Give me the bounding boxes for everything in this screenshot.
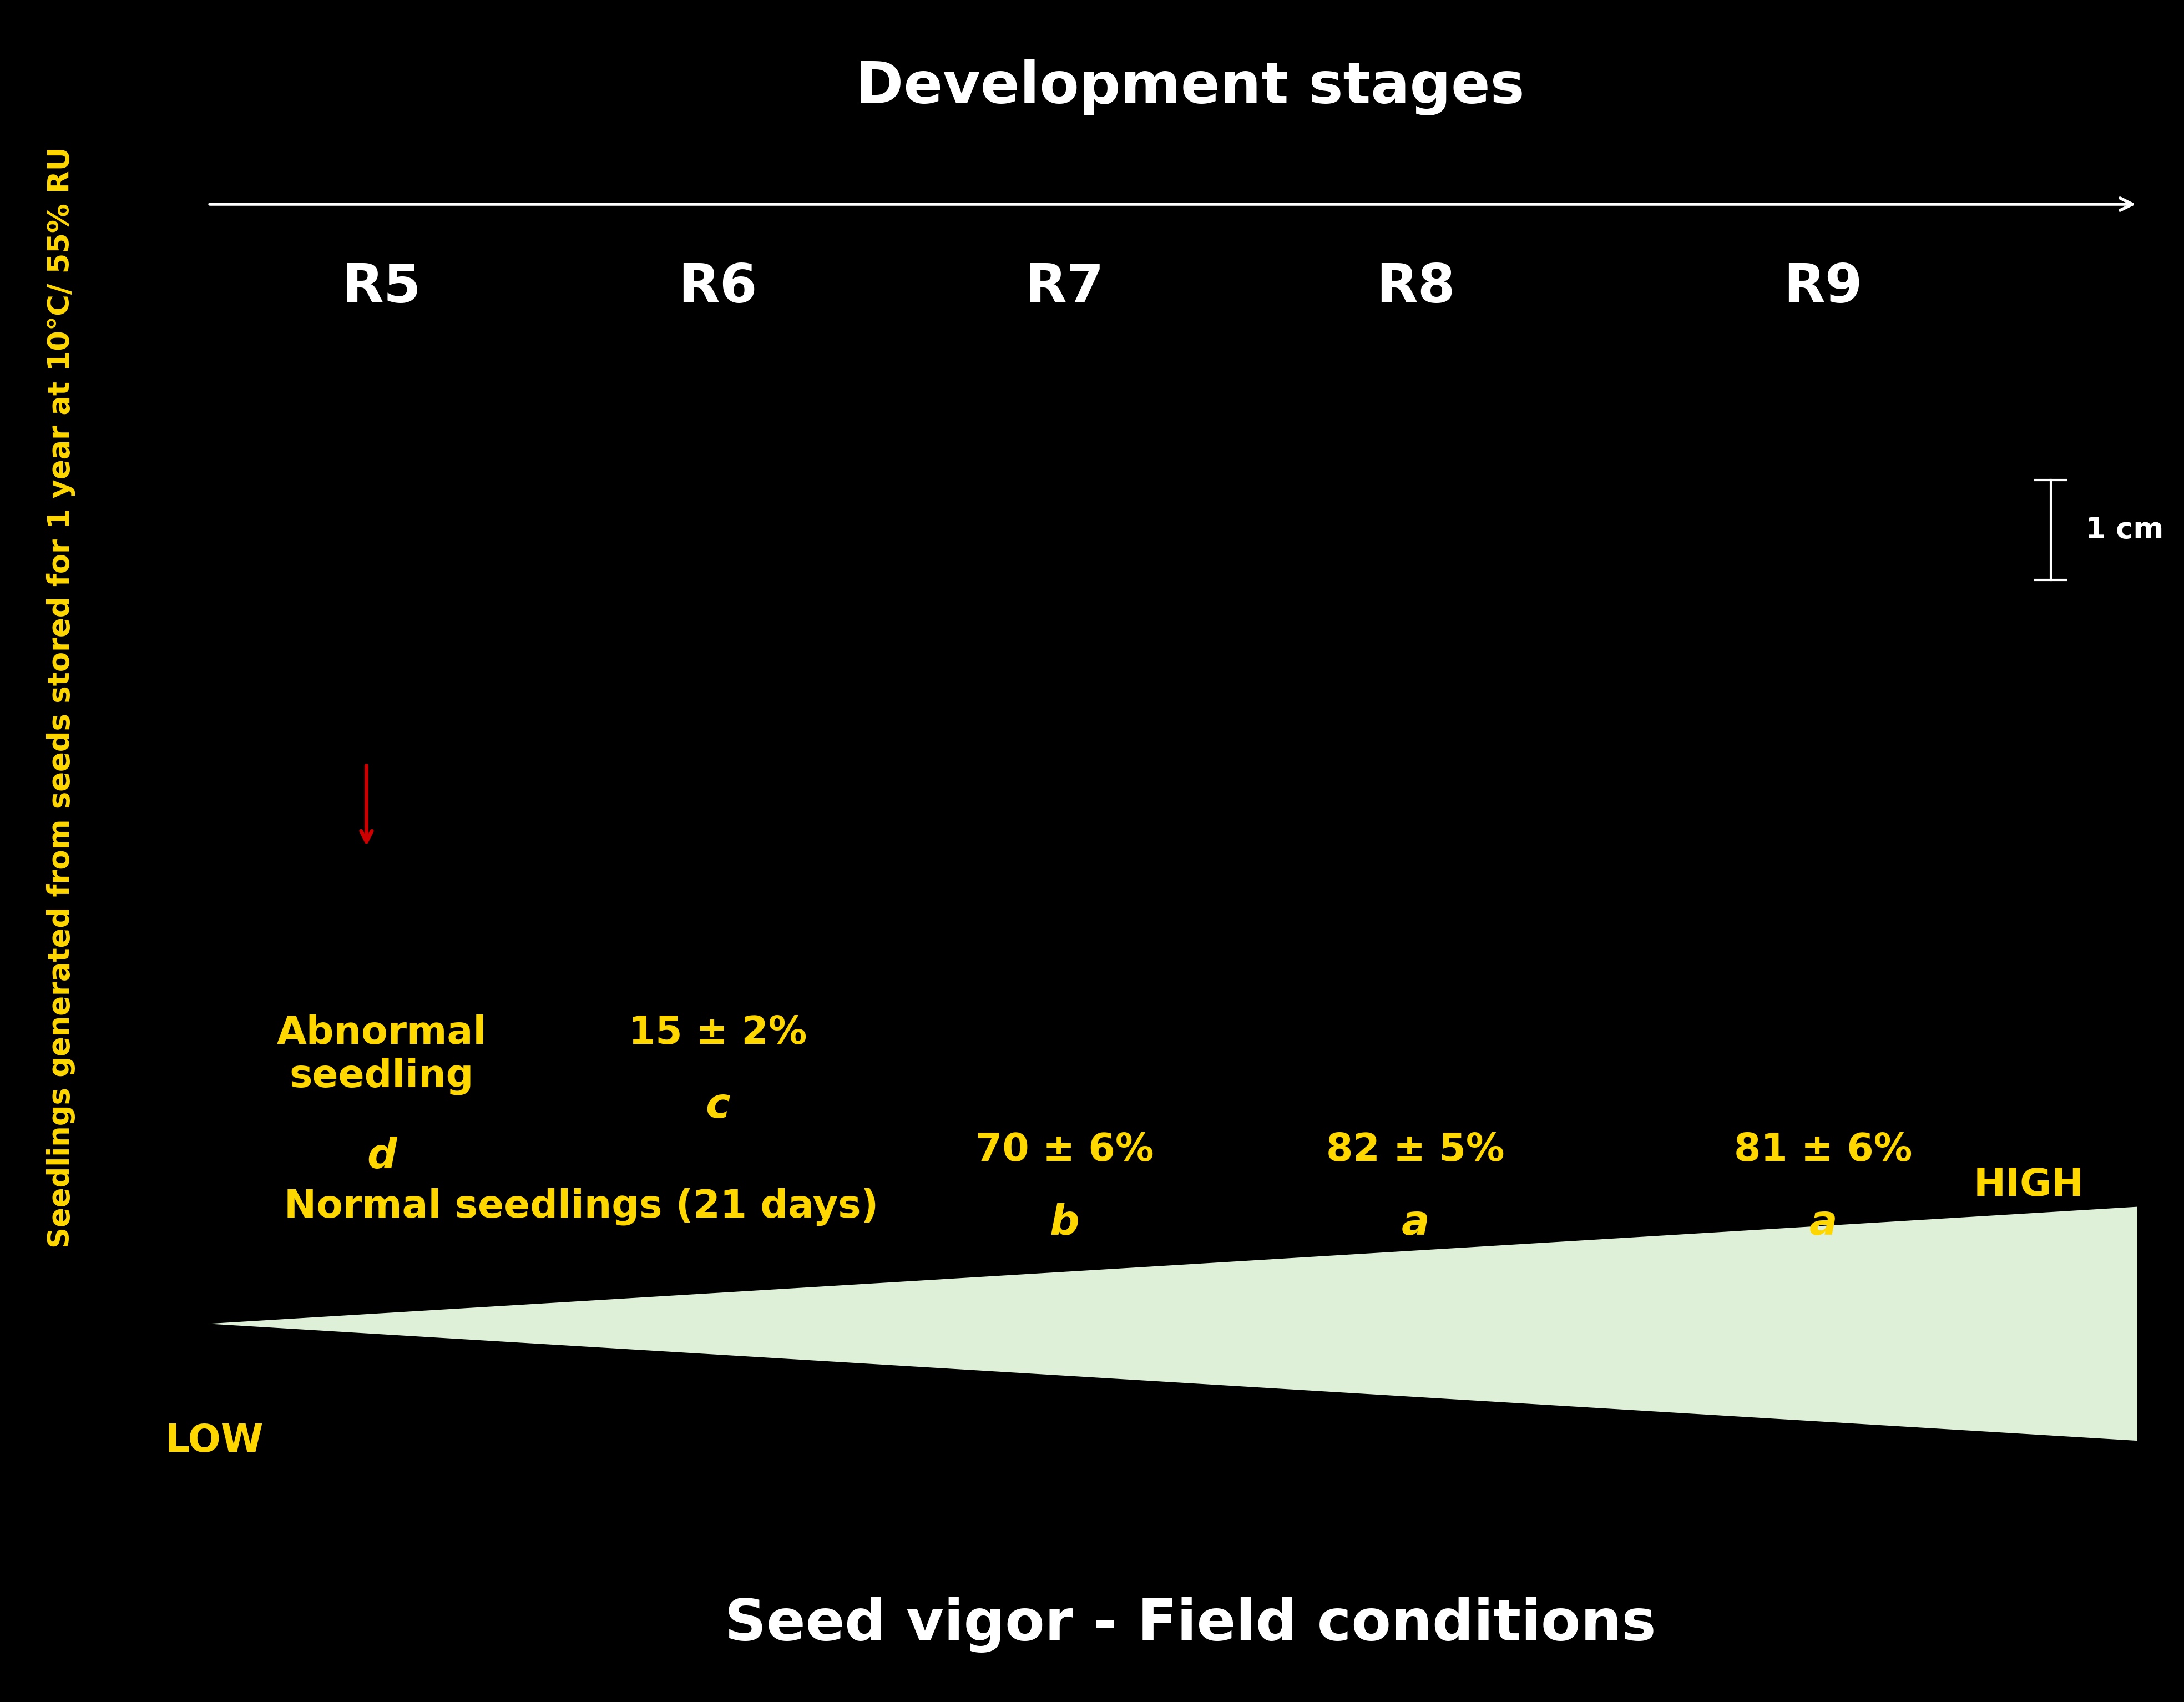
Text: LOW: LOW	[164, 1423, 264, 1459]
Text: b: b	[1048, 1203, 1079, 1244]
Text: 1 cm: 1 cm	[2086, 516, 2162, 545]
Text: R7: R7	[1024, 262, 1103, 313]
Polygon shape	[207, 1207, 2136, 1440]
Text: Development stages: Development stages	[856, 60, 1524, 116]
Text: R8: R8	[1376, 262, 1455, 313]
Text: d: d	[367, 1137, 397, 1176]
Text: 82 ± 5%: 82 ± 5%	[1326, 1132, 1505, 1169]
Text: HIGH: HIGH	[1972, 1166, 2084, 1203]
Text: a: a	[1402, 1203, 1428, 1244]
Text: c: c	[705, 1086, 729, 1127]
Text: R6: R6	[677, 262, 758, 313]
Text: 15 ± 2%: 15 ± 2%	[629, 1014, 806, 1052]
Text: Seed vigor - Field conditions: Seed vigor - Field conditions	[725, 1596, 1655, 1653]
Text: R9: R9	[1782, 262, 1863, 313]
Text: a: a	[1808, 1203, 1837, 1244]
Text: R5: R5	[343, 262, 422, 313]
Text: 81 ± 6%: 81 ± 6%	[1734, 1132, 1911, 1169]
Text: 70 ± 6%: 70 ± 6%	[974, 1132, 1153, 1169]
Text: Seedlings generated from seeds stored for 1 year at 10°C/ 55% RU: Seedlings generated from seeds stored fo…	[46, 146, 74, 1248]
Text: Abnormal
seedling: Abnormal seedling	[277, 1014, 487, 1094]
Text: Normal seedlings (21 days): Normal seedlings (21 days)	[284, 1188, 878, 1225]
